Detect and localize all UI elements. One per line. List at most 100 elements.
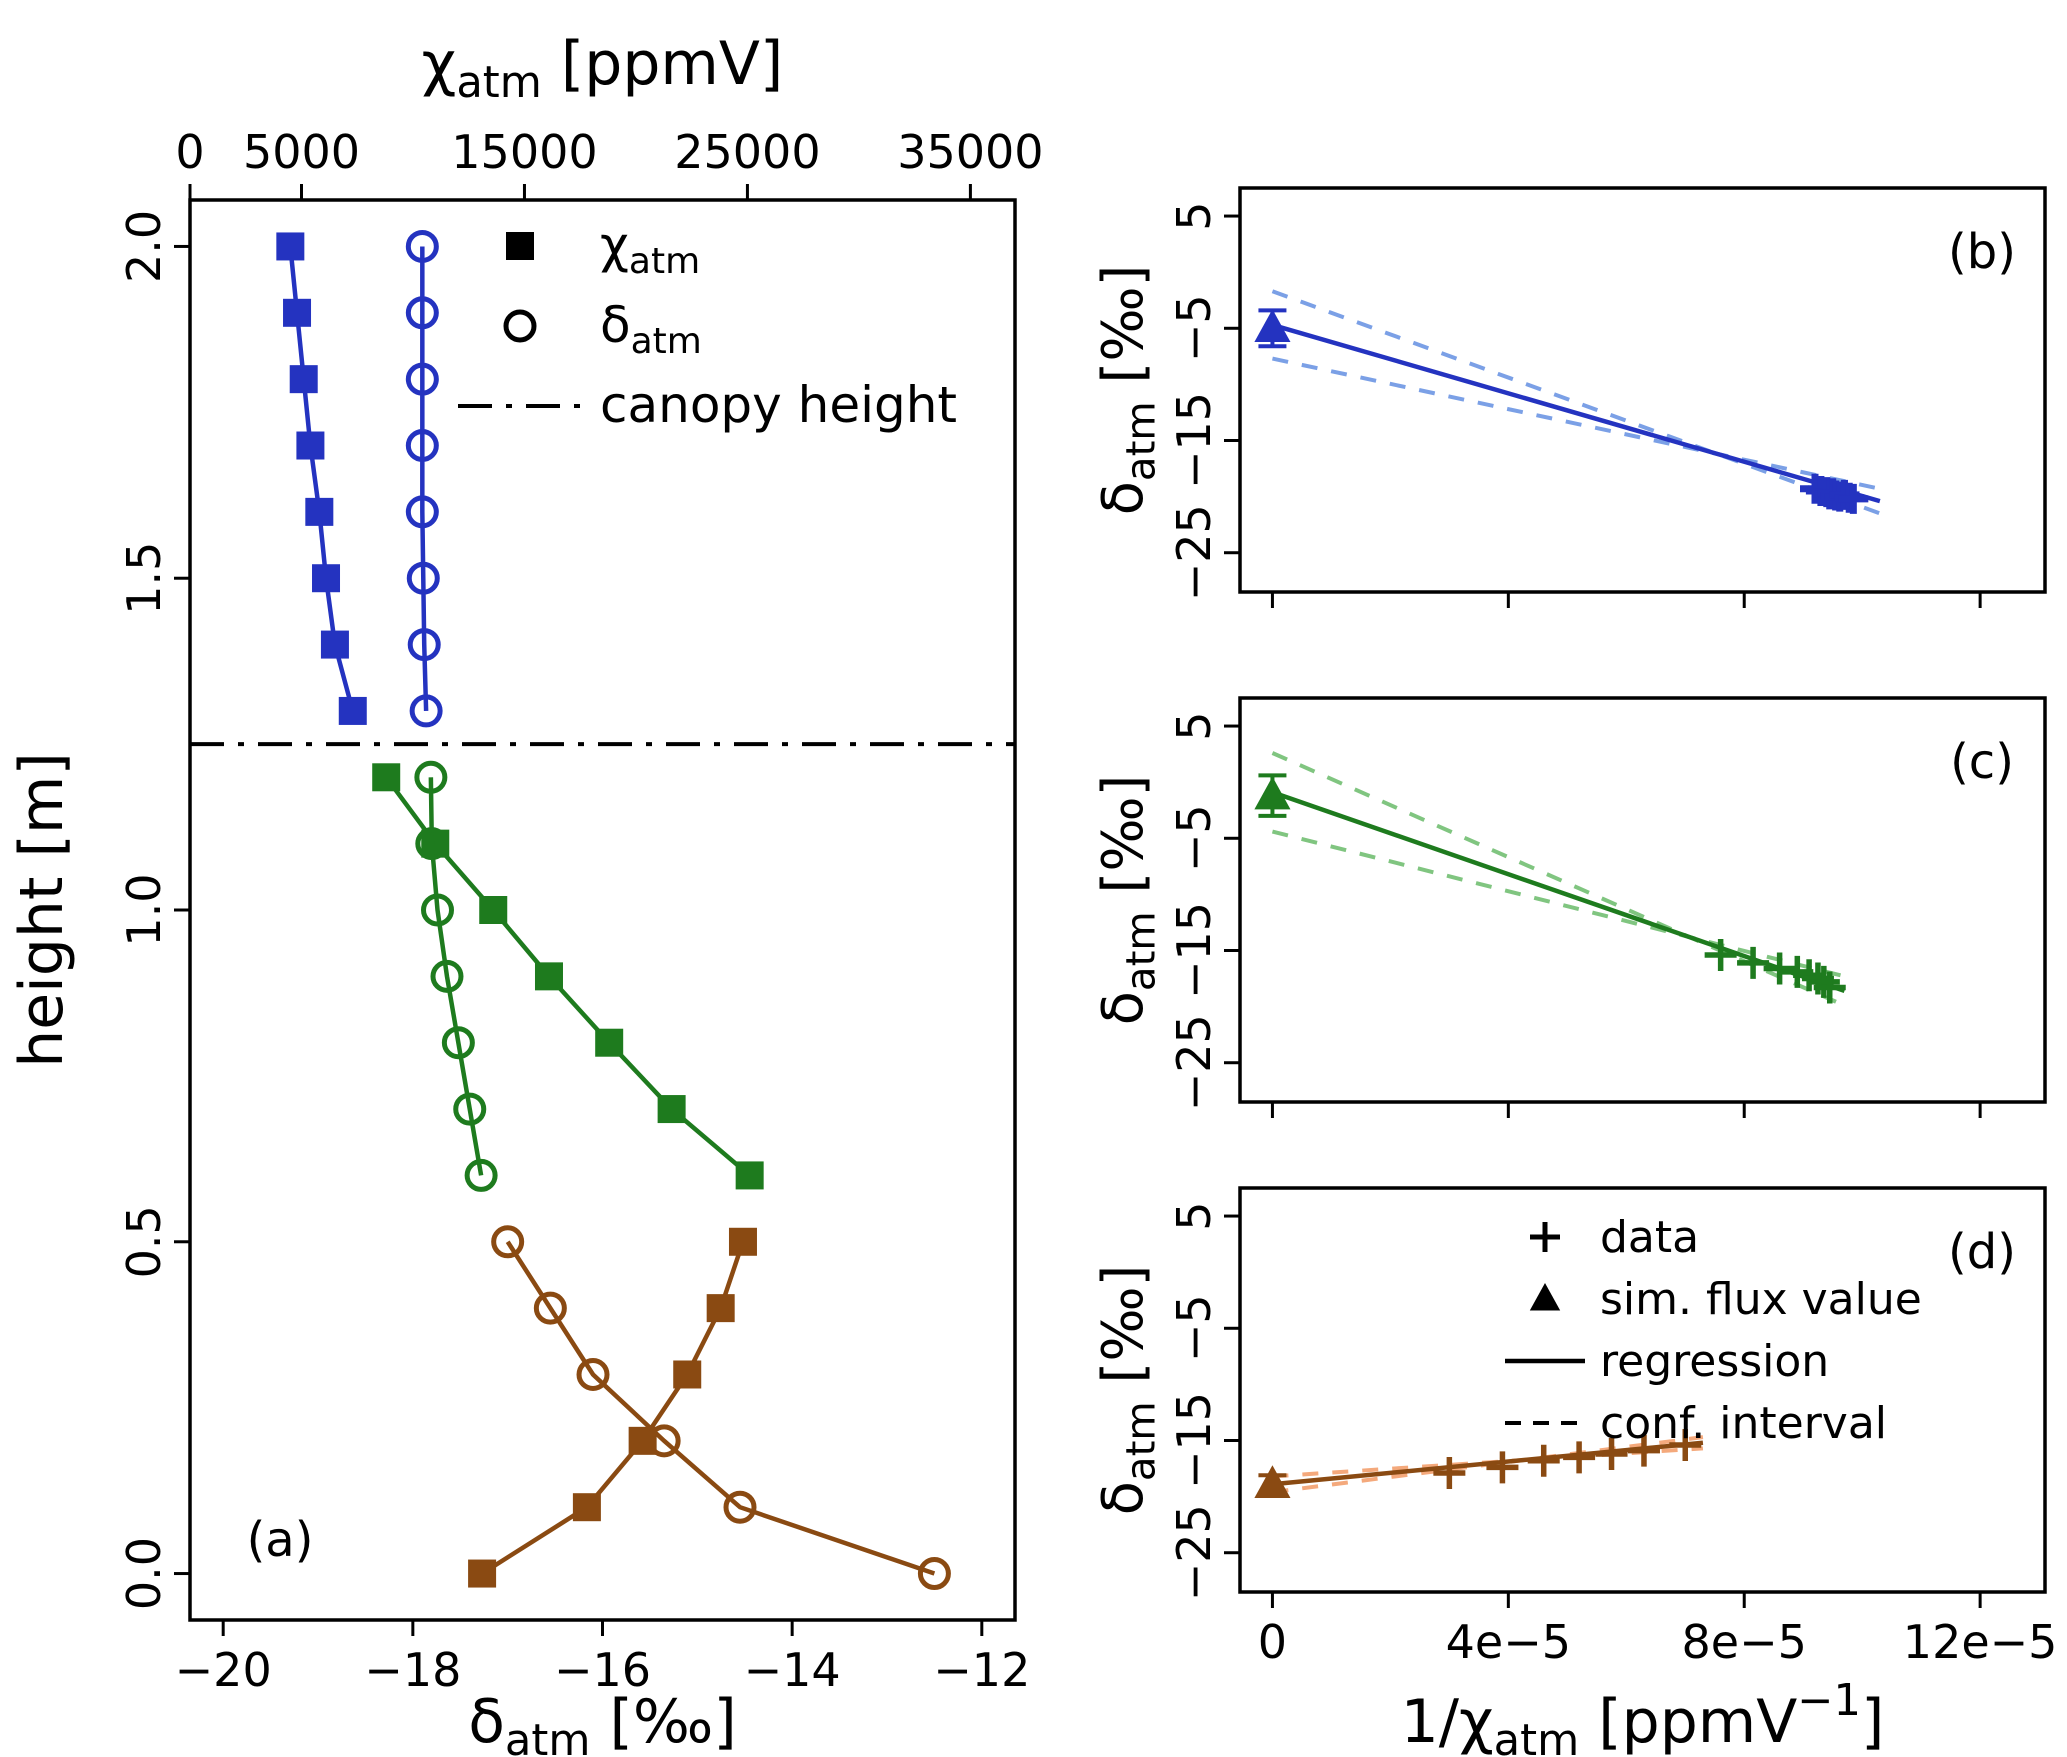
delta-above-canopy-line [420, 246, 429, 711]
sim-flux-marker [1254, 1465, 1291, 1498]
regression-line [1271, 322, 1881, 504]
left-tick-label: 0.0 [117, 1537, 171, 1610]
delta-above-canopy-point [406, 561, 440, 595]
left-tick-label: 5 [1167, 711, 1221, 740]
delta-below-canopy-point [917, 1557, 951, 1591]
delta-above-canopy-point [405, 495, 439, 529]
y-axis-title: δatm [‰] [1091, 1265, 1164, 1516]
delta-within-canopy-point [421, 893, 454, 927]
left-tick-label: −15 [1167, 902, 1221, 999]
data-point [1563, 1441, 1596, 1474]
bottom-tick-label: 12e−5 [1903, 1615, 2058, 1669]
chi-below-canopy-point [706, 1294, 735, 1323]
bottom-axis-title: δatm [‰] [468, 1687, 737, 1757]
delta-within-canopy-point [464, 1158, 498, 1192]
data-point [1813, 971, 1846, 1004]
top-tick-label: 35000 [897, 125, 1043, 179]
legend-triangle-marker [1529, 1283, 1561, 1311]
panel-a-label: (a) [247, 1512, 314, 1568]
bottom-tick-label: 4e−5 [1446, 1615, 1571, 1669]
left-tick-label: −25 [1167, 1014, 1221, 1111]
data-point [1627, 1434, 1660, 1467]
legend-circle-marker [503, 309, 537, 343]
y-axis-title: δatm [‰] [1091, 775, 1164, 1026]
left-tick-label: −25 [1167, 504, 1221, 601]
data-point [1486, 1451, 1519, 1484]
sim-flux-marker [1254, 776, 1291, 810]
chi-above-canopy-point [312, 564, 341, 593]
left-tick-label: −25 [1167, 1504, 1221, 1601]
y-axis-title: δatm [‰] [1091, 265, 1164, 516]
chi-above-canopy-point [320, 630, 349, 659]
panel-letter: (c) [1950, 734, 2014, 790]
data-point [1737, 946, 1770, 979]
chi-below-canopy-point [728, 1227, 757, 1256]
delta-above-canopy-point [405, 429, 439, 463]
delta-below-canopy-line [505, 1240, 936, 1576]
data-point [1704, 938, 1737, 971]
panel-d: 5 −5 −15 −25 0 4e−5 8e−5 12e−5 δatm [‰] (d) data si… [1091, 1186, 2058, 1669]
delta-within-canopy-point [414, 760, 448, 794]
chi-above-canopy-point [338, 696, 367, 725]
chi-below-canopy-point [468, 1559, 497, 1588]
legend-label: conf. interval [1600, 1398, 1887, 1449]
conf-interval-line [1272, 356, 1881, 491]
delta-within-canopy-point [430, 959, 464, 993]
delta-above-canopy-point [405, 229, 439, 263]
delta-below-canopy-point [647, 1424, 681, 1458]
left-tick-label: −5 [1167, 294, 1221, 362]
chi-below-canopy-line [480, 1241, 746, 1576]
left-tick-label: 5 [1167, 1201, 1221, 1230]
data-point [1807, 965, 1840, 998]
conf-interval-line [1271, 829, 1845, 979]
bottom-tick-label: 0 [1258, 1615, 1287, 1669]
legend-plus-marker [1530, 1222, 1560, 1252]
legend-label: δatm [600, 296, 702, 362]
legend-label: sim. flux value [1600, 1274, 1922, 1325]
panel-frame [1238, 1186, 2047, 1594]
data-point [1669, 1428, 1702, 1461]
conf-interval-line [1271, 751, 1846, 1008]
top-tick-label: 25000 [674, 125, 820, 179]
chi-below-canopy-point [572, 1493, 601, 1522]
top-axis-title: χatm [ppmV] [422, 29, 784, 108]
left-tick-label: 5 [1167, 201, 1221, 230]
delta-below-canopy-point [491, 1225, 525, 1259]
panel-frame [1238, 696, 2047, 1104]
delta-above-canopy-point [407, 628, 441, 662]
delta-within-canopy-point [415, 827, 449, 861]
chi-above-canopy-point [276, 232, 305, 261]
y-axis-title: height [m] [7, 752, 77, 1068]
delta-within-canopy-line [428, 777, 484, 1176]
left-tick-label: 1.5 [117, 542, 171, 615]
data-point [1433, 1457, 1466, 1490]
delta-above-canopy-point [405, 362, 439, 396]
chi-below-canopy-point [673, 1360, 702, 1389]
data-point [1595, 1437, 1628, 1470]
regression-line [1271, 790, 1846, 994]
top-tick-label: 15000 [451, 125, 597, 179]
data-point [1527, 1444, 1560, 1477]
left-tick-label: −15 [1167, 1392, 1221, 1489]
left-tick-label: −15 [1167, 392, 1221, 489]
chi-within-canopy-point [479, 896, 508, 924]
legend-label: data [1600, 1212, 1699, 1263]
panel-frame [1238, 186, 2047, 594]
chi-above-canopy-point [305, 497, 334, 526]
bottom-tick-label: −16 [554, 1643, 651, 1697]
chi-above-canopy-point [296, 431, 325, 460]
conf-interval-line [1271, 289, 1881, 516]
legend-square-marker [506, 232, 534, 260]
data-point [1763, 952, 1796, 985]
bottom-tick-label: −12 [933, 1643, 1030, 1697]
legend-label: canopy height [600, 376, 957, 434]
chi-within-canopy-point [735, 1161, 764, 1190]
panel-a: 0 5000 15000 25000 35000 −20 −18 −16 −14 −12 0.0 0.… [7, 29, 1044, 1757]
delta-within-canopy-point [441, 1026, 475, 1060]
top-tick-label: 5000 [243, 125, 360, 179]
data-point [1838, 483, 1869, 514]
bottom-tick-label: 8e−5 [1682, 1615, 1807, 1669]
